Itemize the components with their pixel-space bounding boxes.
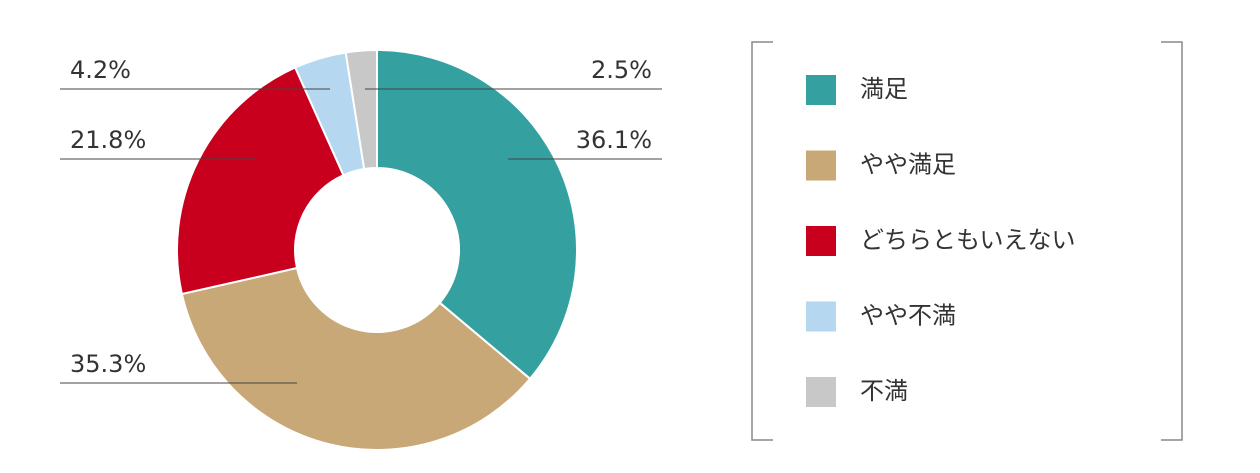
donut-slice xyxy=(176,66,345,296)
legend-label: やや満足 xyxy=(860,151,956,179)
legend-label: どちらともいえない xyxy=(860,226,1076,254)
legend-swatch xyxy=(806,75,836,105)
legend-bracket xyxy=(751,41,1183,441)
data-label: 36.1% xyxy=(576,126,652,154)
data-label: 35.3% xyxy=(70,350,146,378)
donut-slice xyxy=(180,266,532,451)
legend-swatch xyxy=(806,377,836,407)
legend-label: やや不満 xyxy=(860,302,956,330)
legend-label: 不満 xyxy=(860,377,908,405)
data-label: 4.2% xyxy=(70,56,131,84)
data-label: 21.8% xyxy=(70,126,146,154)
donut-slice xyxy=(376,48,578,381)
donut-slice xyxy=(344,48,378,171)
legend-swatch xyxy=(806,301,836,332)
data-label: 2.5% xyxy=(591,56,652,84)
legend-swatch xyxy=(806,226,836,256)
legend-swatch xyxy=(806,150,836,181)
legend-label: 満足 xyxy=(860,75,908,103)
